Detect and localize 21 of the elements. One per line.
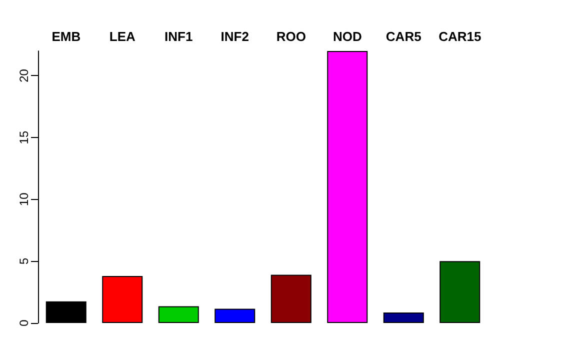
- y-tick-label: 0: [17, 319, 31, 326]
- bar: [270, 274, 312, 323]
- x-tick-label: EMB: [52, 29, 81, 44]
- x-tick-label: NOD: [332, 29, 362, 44]
- bar: [440, 261, 480, 323]
- y-tick-label: 5: [17, 258, 31, 265]
- x-tick-label: INF1: [164, 29, 193, 44]
- x-tick-label: CAR5: [386, 29, 422, 44]
- bar: [327, 51, 368, 323]
- x-tick-label: CAR15: [438, 29, 482, 44]
- y-tick-label: 20: [17, 68, 31, 82]
- x-tick-label: INF2: [220, 29, 249, 44]
- y-tick-label: 10: [17, 192, 31, 206]
- bar: [102, 276, 143, 323]
- x-tick-label: ROO: [276, 29, 306, 44]
- bar: [214, 308, 256, 323]
- bar: [46, 301, 86, 323]
- x-tick-label: LEA: [109, 29, 136, 44]
- bar: [383, 312, 424, 323]
- y-tick-label: 15: [17, 130, 31, 144]
- bar: [158, 306, 199, 323]
